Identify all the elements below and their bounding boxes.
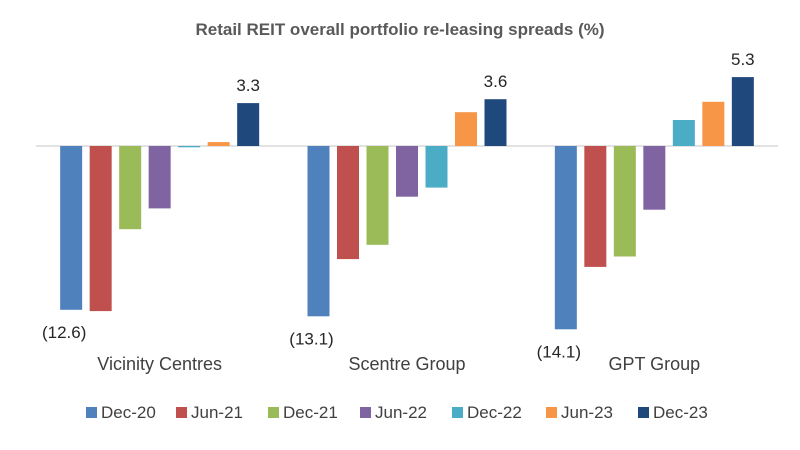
bar-scentre-group-jun-21: [337, 146, 359, 260]
category-label: GPT Group: [608, 354, 700, 374]
bar-gpt-group-dec-23: [731, 77, 754, 146]
bar-gpt-group-jun-21: [584, 146, 607, 267]
legend-item-jun-21: Jun-21: [176, 403, 243, 422]
bar-scentre-group-dec-21: [366, 146, 389, 245]
bar-gpt-group-jun-22: [643, 146, 666, 210]
category-label: Vicinity Centres: [97, 354, 222, 374]
data-label: (12.6): [42, 323, 86, 342]
legend-label: Jun-22: [375, 403, 427, 422]
bar-scentre-group-jun-22: [396, 146, 418, 197]
data-label: (14.1): [537, 342, 581, 361]
legend-label: Dec-22: [467, 403, 522, 422]
bar-gpt-group-dec-22: [672, 120, 695, 146]
bar-vicinity-centres-dec-22: [178, 146, 201, 148]
bar-gpt-group-jun-23: [702, 101, 725, 146]
legend-item-dec-20: Dec-20: [86, 403, 156, 422]
legend-swatch: [86, 407, 97, 418]
bar-vicinity-centres-dec-23: [237, 103, 260, 146]
legend-label: Jun-23: [561, 403, 613, 422]
chart-title: Retail REIT overall portfolio re-leasing…: [195, 20, 604, 39]
legend-swatch: [638, 407, 649, 418]
bar-vicinity-centres-jun-22: [148, 146, 171, 209]
legend-swatch: [452, 407, 463, 418]
legend: Dec-20 Jun-21 Dec-21 Jun-22 Dec-22 Jun-23 Dec-…: [86, 403, 708, 422]
legend-item-jun-22: Jun-22: [360, 403, 427, 422]
data-label: 3.6: [484, 72, 508, 91]
legend-swatch: [268, 407, 279, 418]
legend-swatch: [546, 407, 557, 418]
data-label: 5.3: [731, 50, 755, 69]
bar-vicinity-centres-jun-21: [89, 146, 112, 312]
bar-scentre-group-dec-22: [425, 146, 448, 188]
legend-label: Jun-21: [191, 403, 243, 422]
legend-label: Dec-23: [653, 403, 708, 422]
bar-gpt-group-dec-20: [554, 146, 577, 330]
legend-item-dec-23: Dec-23: [638, 403, 708, 422]
bar-scentre-group-jun-23: [455, 112, 477, 146]
bar-gpt-group-dec-21: [613, 146, 636, 257]
data-label: (13.1): [289, 329, 333, 348]
bar-vicinity-centres-dec-21: [119, 146, 142, 230]
data-label: 3.3: [236, 76, 260, 95]
bar-vicinity-centres-jun-23: [207, 142, 230, 146]
plot-area: Vicinity Centres Scentre Group GPT Group (1…: [36, 50, 778, 374]
legend-item-dec-21: Dec-21: [268, 403, 338, 422]
legend-label: Dec-20: [101, 403, 156, 422]
legend-item-dec-22: Dec-22: [452, 403, 522, 422]
legend-swatch: [360, 407, 371, 418]
legend-label: Dec-21: [283, 403, 338, 422]
legend-item-jun-23: Jun-23: [546, 403, 613, 422]
category-label: Scentre Group: [348, 354, 465, 374]
legend-swatch: [176, 407, 187, 418]
bar-scentre-group-dec-23: [484, 99, 507, 146]
bar-scentre-group-dec-20: [307, 146, 330, 317]
bar-vicinity-centres-dec-20: [60, 146, 83, 310]
